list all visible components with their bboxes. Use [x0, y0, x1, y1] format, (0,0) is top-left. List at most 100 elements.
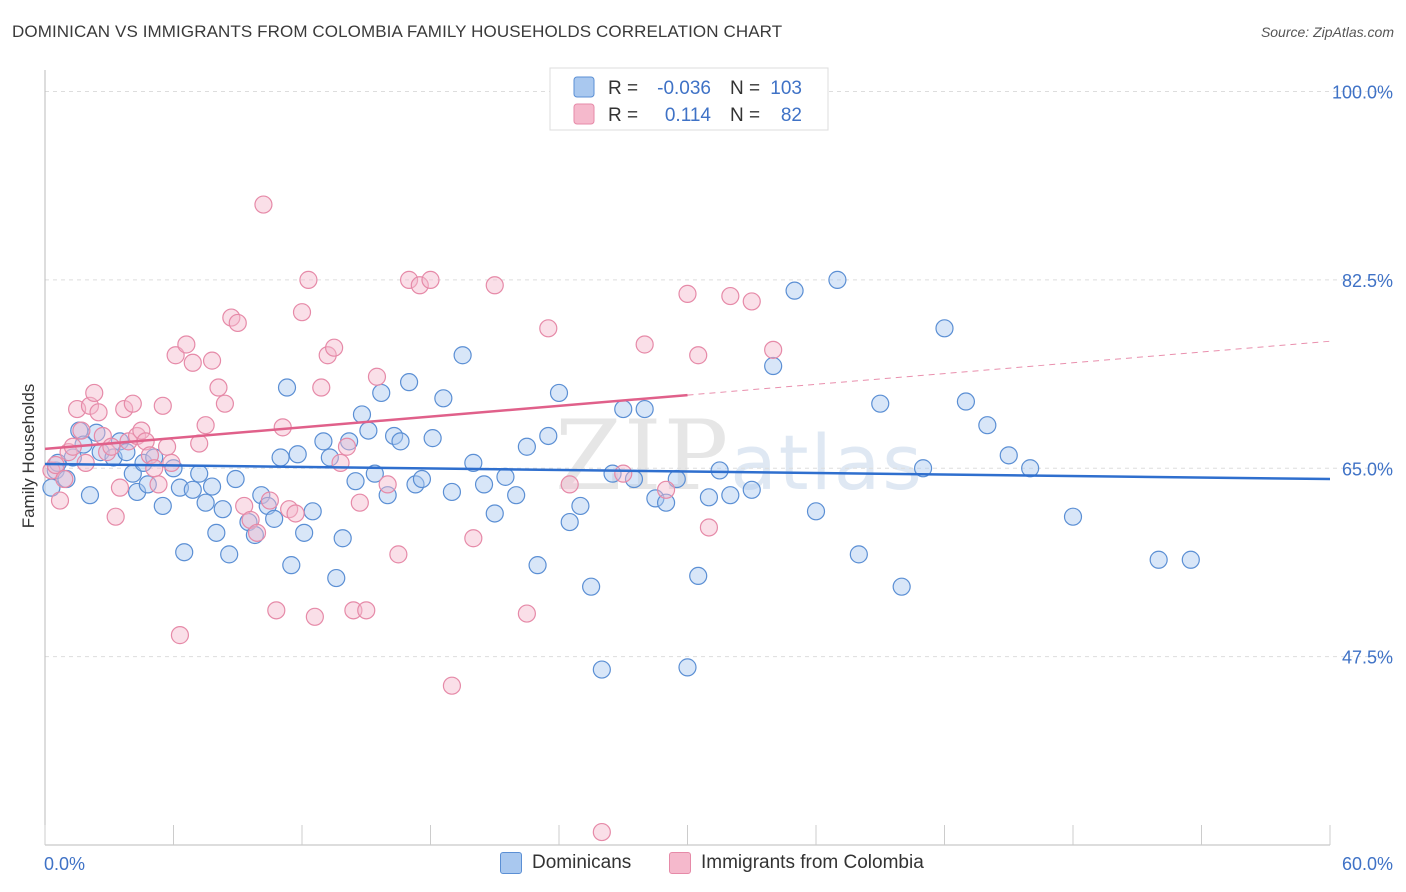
dominicans-point-92 [871, 394, 890, 413]
dominicans-point-57 [423, 429, 442, 448]
legend-item-colombia: Immigrants from Colombia [669, 852, 924, 874]
trend-line-colombia-extension [687, 340, 1331, 396]
colombia-point-55 [331, 453, 350, 472]
legend-n-label-1: N = [730, 78, 760, 99]
dominicans-point-81 [678, 658, 697, 677]
dominicans-point-32 [252, 486, 271, 505]
colombia-point-61 [378, 475, 397, 494]
legend-n-value-2: 82 [781, 105, 802, 126]
series-colombia [42, 195, 783, 842]
dominicans-point-28 [220, 545, 239, 564]
dominicans-point-50 [372, 383, 391, 403]
colombia-point-63 [399, 270, 419, 289]
x-tick-label-0: 0.0% [44, 854, 85, 874]
colombia-point-26 [153, 396, 172, 415]
colombia-point-60 [367, 367, 387, 386]
colombia-point-67 [464, 529, 483, 548]
colombia-point-31 [177, 335, 196, 354]
dominicans-point-71 [571, 496, 590, 516]
colombia-point-80 [742, 292, 761, 311]
dominicans-point-53 [391, 432, 410, 451]
dominicans-point-18 [153, 496, 172, 516]
dominicans-point-67 [528, 556, 547, 575]
colombia-point-43 [254, 195, 273, 214]
colombia-point-7 [72, 421, 91, 440]
dominicans-point-49 [365, 464, 384, 483]
legend-n-value-1: 103 [770, 78, 802, 99]
dominicans-point-56 [412, 469, 432, 489]
legend-top: R = -0.036 N = 103 R = 0.114 N = 82 [549, 67, 829, 131]
legend-item-dominicans: Dominicans [500, 852, 631, 874]
dominicans-point-85 [721, 486, 740, 505]
colombia-point-42 [247, 523, 267, 542]
dominicans-point-59 [442, 482, 462, 502]
dominicans-point-102 [1181, 550, 1200, 569]
colombia-point-30 [170, 626, 190, 645]
dominicans-point-22 [183, 480, 202, 499]
colombia-point-72 [592, 822, 611, 842]
dominicans-point-14 [127, 482, 147, 502]
dominicans-point-72 [582, 577, 601, 596]
colombia-point-59 [357, 601, 376, 620]
watermark-atlas: atlas [730, 418, 924, 507]
colombia-point-49 [292, 303, 312, 322]
dominicans-point-61 [464, 453, 483, 472]
dominicans-point-47 [352, 405, 372, 424]
colombia-point-69 [517, 604, 536, 623]
colombia-point-66 [442, 676, 462, 695]
dominicans-point-100 [1063, 507, 1083, 526]
dominicans-point-66 [517, 437, 536, 456]
dominicans-point-23 [190, 464, 209, 483]
grid-lines [45, 91, 1392, 658]
dominicans-point-37 [282, 556, 301, 575]
colombia-point-78 [699, 518, 719, 537]
dominicans-point-88 [785, 281, 804, 300]
dominicans-point-98 [999, 446, 1018, 465]
dominicans-point-36 [277, 378, 297, 397]
legend-label-colombia: Immigrants from Colombia [701, 852, 924, 873]
legend-swatch-colombia [669, 852, 691, 874]
dominicans-point-70 [560, 512, 579, 532]
colombia-point-29 [166, 346, 185, 365]
dominicans-point-16 [138, 475, 157, 494]
dominicans-point-25 [202, 477, 222, 496]
colombia-point-21 [132, 421, 151, 440]
dominicans-point-42 [320, 448, 339, 467]
colombia-point-16 [110, 478, 130, 497]
colombia-point-54 [325, 338, 344, 357]
colombia-point-39 [228, 313, 247, 333]
colombia-point-50 [299, 270, 318, 289]
colombia-point-44 [260, 491, 279, 510]
dominicans-point-96 [956, 392, 976, 411]
legend-r-label-1: R = [608, 78, 638, 99]
dominicans-point-26 [207, 523, 226, 542]
colombia-point-48 [286, 504, 305, 523]
dominicans-point-62 [474, 475, 494, 494]
colombia-point-11 [89, 403, 108, 422]
dominicans-point-46 [346, 472, 365, 491]
dominicans-point-38 [288, 445, 307, 464]
dominicans-point-58 [434, 389, 453, 408]
colombia-point-77 [689, 346, 708, 365]
tick-labels: 47.5% 65.0% 82.5% 100.0% 0.0% 60.0% [44, 83, 1393, 874]
legend-r-label-2: R = [608, 105, 638, 126]
dominicans-point-68 [539, 426, 558, 446]
colombia-point-36 [209, 378, 228, 397]
y-tick-label-0: 47.5% [1342, 648, 1393, 668]
colombia-point-71 [560, 475, 579, 494]
dominicans-point-27 [213, 500, 232, 519]
legend-swatch-pink [573, 103, 595, 125]
colombia-point-17 [115, 399, 134, 419]
colombia-point-24 [145, 459, 164, 478]
dominicans-point-101 [1149, 550, 1168, 569]
dominicans-point-7 [80, 486, 100, 505]
dominicans-point-51 [378, 486, 397, 505]
dominicans-point-44 [333, 529, 352, 548]
colombia-point-2 [50, 491, 70, 510]
colombia-point-27 [157, 437, 177, 456]
trend-line-dominicans [44, 462, 1331, 481]
dominicans-point-39 [295, 523, 314, 542]
colombia-point-34 [196, 416, 215, 435]
dominicans-point-60 [453, 346, 472, 365]
